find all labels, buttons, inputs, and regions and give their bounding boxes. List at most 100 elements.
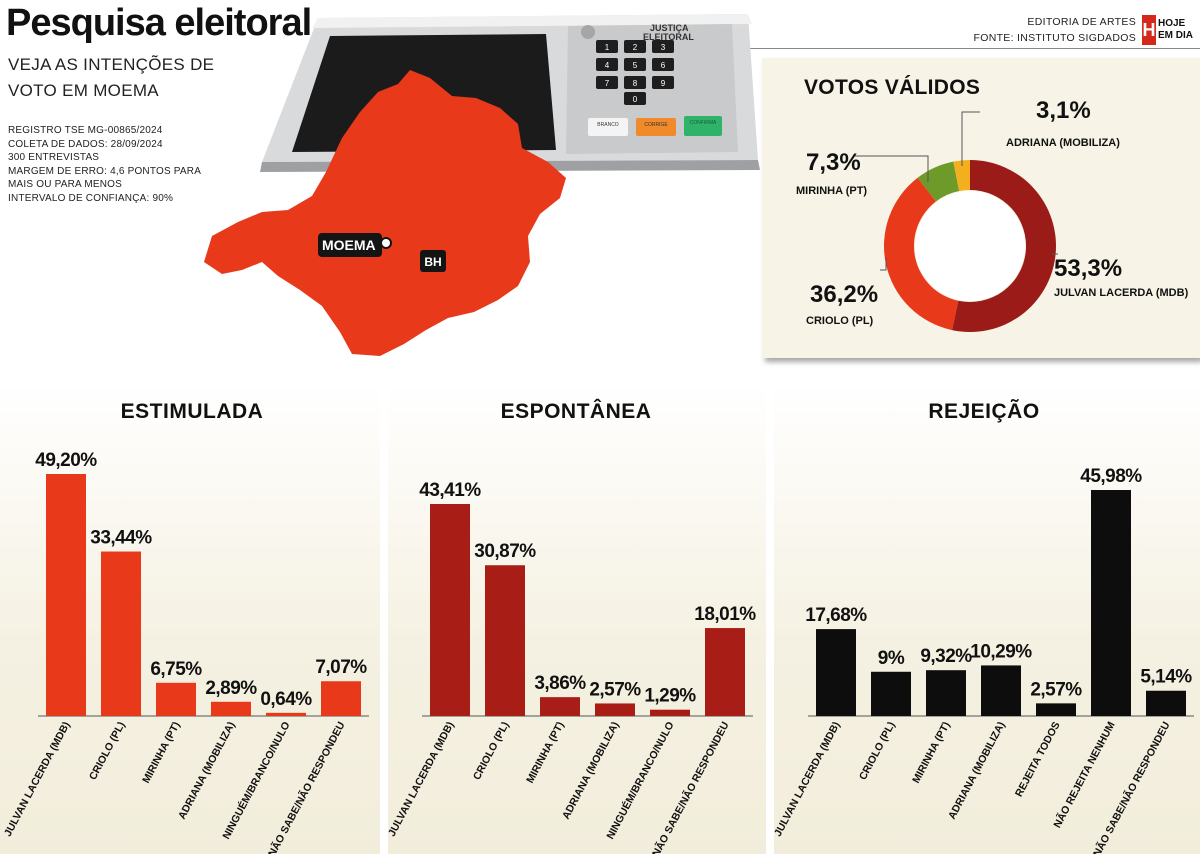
donut-category-label: JULVAN LACERDA (MDB) [1054,287,1189,299]
bar [1146,690,1186,716]
credits: EDITORIA DE ARTES FONTE: INSTITUTO SIGDA… [974,14,1136,46]
bar-category-label: REJEITA TODOS [1013,720,1063,799]
survey-meta: REGISTRO TSE MG-00865/2024 COLETA DE DAD… [8,124,201,205]
callout-line [880,258,887,271]
bar-value-label: 9% [878,648,905,669]
bar-category-label: JULVAN LACERDA (MDB) [386,720,457,839]
urna-key-label: 6 [661,61,666,70]
bar-value-label: 3,86% [534,673,586,694]
bar [1091,490,1131,716]
donut-value-label: 3,1% [1036,97,1091,124]
chart-title-rejeicao: REJEIÇÃO [928,400,1040,423]
bar-value-label: 2,89% [205,678,257,699]
meta-line: INTERVALO DE CONFIANÇA: 90% [8,192,174,204]
donut-value-label: 36,2% [810,281,878,308]
urna-label-1: JUSTIÇA [650,23,689,33]
panel-estimulada: ESTIMULADA 49,20% JULVAN LACERDA (MDB) 33,… [0,382,384,854]
bar-value-label: 17,68% [805,605,867,626]
donut-chart: 53,3% JULVAN LACERDA (MDB) 36,2% CRIOLO (PL… [796,97,1189,332]
bar-category-label: ADRIANA (MOBILIZA) [176,720,238,822]
donut-panel: VOTOS VÁLIDOS 53,3% JULVAN LACERDA (MDB) 3… [762,58,1200,358]
bar-value-label: 43,41% [419,480,481,501]
bar [650,709,690,716]
bar-chart-rejeicao: 17,68% JULVAN LACERDA (MDB) 9% CRIOLO (PL) 9… [772,466,1194,854]
bar [705,628,745,716]
bar-category-label: CRIOLO (PL) [87,720,128,782]
logo-wordmark: HOJE EM DIA [1158,18,1193,42]
panel-separator [766,382,774,854]
bar-value-label: 33,44% [90,528,152,549]
bar [101,551,141,716]
callout-line [961,111,980,166]
donut-slice [884,177,959,331]
meta-line: MARGEM DE ERRO: 4,6 PONTOS PARA [8,165,202,177]
logo-line: EM DIA [1158,30,1193,41]
bar [540,697,580,716]
urna-key [652,58,674,71]
bar-value-label: 10,29% [970,641,1032,662]
urna-key-label: 5 [633,61,638,70]
bar-value-label: 2,57% [589,679,641,700]
urna-key-label: 3 [661,43,666,52]
bar [46,474,86,716]
urna-label-2: ELEITORAL [643,32,694,42]
bar [156,682,196,716]
btn-corrige-label: CORRIGE [644,122,668,128]
urna-key [596,58,618,71]
page-title: Pesquisa eleitoral [6,2,312,44]
bar-category-label: MIRINHA (PT) [524,720,566,786]
meta-line: MAIS OU PARA MENOS [8,179,122,190]
bar-value-label: 6,75% [150,659,202,680]
meta-line: REGISTRO TSE MG-00865/2024 [8,125,163,136]
donut-slice [953,160,970,192]
bar [266,712,306,716]
bar-category-label: MIRINHA (PT) [140,720,182,786]
bar [981,665,1021,716]
bar-value-label: 2,57% [1030,679,1082,700]
bar-category-label: ADRIANA (MOBILIZA) [560,720,622,822]
header-divider [730,48,1200,49]
meta-line: 300 ENTREVISTAS [8,152,100,163]
urna-key [652,40,674,53]
bar [211,701,251,716]
donut-value-label: 53,3% [1054,255,1122,282]
bar-value-label: 30,87% [474,541,536,562]
urna-key [624,58,646,71]
bar-category-label: NÃO REJEITA NENHUM [1051,719,1118,830]
urna-key-label: 8 [633,79,638,88]
bar-value-label: 45,98% [1080,466,1142,487]
bar [871,671,911,716]
bar-value-label: 1,29% [644,686,696,707]
chart-title-estimulada: ESTIMULADA [120,400,264,423]
donut-title: VOTOS VÁLIDOS [804,76,981,99]
capital-label-bg [420,250,446,272]
panel-separator [380,382,388,854]
bar-value-label: 0,64% [260,689,312,710]
bar [926,670,966,716]
bar [430,504,470,716]
city-marker-icon [380,237,392,249]
bar-value-label: 49,20% [35,450,97,471]
panel-rejeicao: REJEIÇÃO 17,68% JULVAN LACERDA (MDB) 9% CRI… [768,382,1200,854]
capital-label-bh: BH [424,255,441,269]
urna-key [652,76,674,89]
bar [321,681,361,716]
donut-slice [952,160,1056,332]
btn-confirma-label: CONFIRMA [690,120,717,126]
bar-value-label: 9,32% [920,646,972,667]
urna-key [596,76,618,89]
bar-category-label: CRIOLO (PL) [857,720,898,782]
bar [816,629,856,716]
urna-key [624,40,646,53]
city-label-moema: MOEMA [322,237,376,253]
bar [485,565,525,716]
meta-line: COLETA DE DADOS: 28/09/2024 [8,138,163,150]
urna-key [596,40,618,53]
panel-espontanea: ESPONTÂNEA 43,41% JULVAN LACERDA (MDB) 30,… [384,382,768,854]
urna-key [624,92,646,105]
city-label-bg [318,233,382,257]
page-subtitle: VEJA AS INTENÇÕES DE VOTO EM MOEMA [8,55,215,100]
donut-category-label: CRIOLO (PL) [806,315,874,327]
donut-value-label: 7,3% [806,149,861,176]
credit-fonte: FONTE: INSTITUTO SIGDADOS [973,32,1136,44]
